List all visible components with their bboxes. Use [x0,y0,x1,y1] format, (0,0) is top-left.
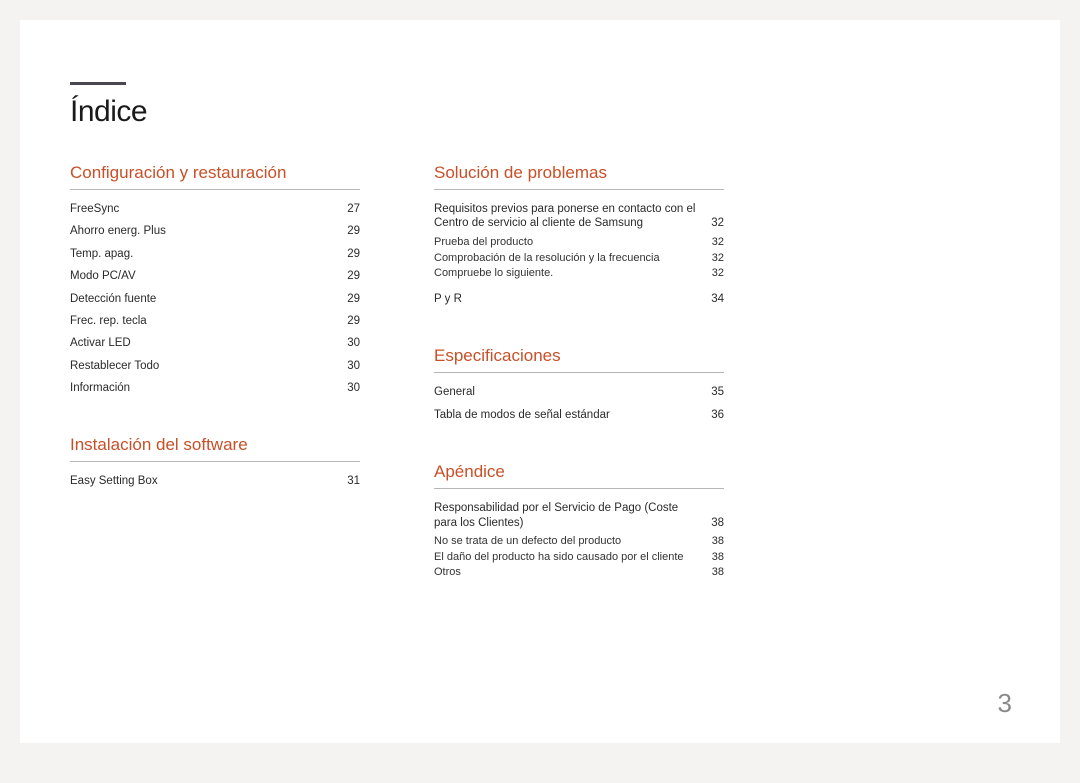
entry-page: 38 [712,566,724,580]
toc-sub-entries: No se trata de un defecto del producto38… [434,534,724,581]
entry-label: Prueba del producto [434,236,712,250]
entry-page: 30 [347,336,360,350]
section-especificaciones: Especificaciones General35 Tabla de modo… [434,346,724,426]
toc-columns: Configuración y restauración FreeSync27 … [70,163,1010,617]
entry-label: Responsabilidad por el Servicio de Pago … [434,501,711,530]
entry-label: Tabla de modos de señal estándar [434,408,711,422]
entry-page: 29 [347,269,360,283]
entry-label: No se trata de un defecto del producto [434,535,712,549]
entry-page: 36 [711,408,724,422]
toc-entry[interactable]: Requisitos previos para ponerse en conta… [434,198,724,235]
entry-page: 27 [347,202,360,216]
entry-page: 30 [347,381,360,395]
toc-column-1: Configuración y restauración FreeSync27 … [70,163,360,617]
entry-page: 32 [712,267,724,281]
entry-label: Información [70,381,347,395]
toc-entry[interactable]: Easy Setting Box31 [70,470,360,492]
toc-sub-entry[interactable]: No se trata de un defecto del producto38 [434,534,724,550]
toc-sub-entry[interactable]: Prueba del producto32 [434,235,724,251]
entry-label: El daño del producto ha sido causado por… [434,551,712,565]
entry-label: Detección fuente [70,292,347,306]
toc-sub-entries: Prueba del producto32 Comprobación de la… [434,235,724,282]
entry-page: 31 [347,474,360,488]
entry-label: Modo PC/AV [70,269,347,283]
entry-page: 29 [347,224,360,238]
entry-page: 34 [711,292,724,306]
toc-entry[interactable]: Activar LED30 [70,332,360,354]
toc-sub-entry[interactable]: El daño del producto ha sido causado por… [434,550,724,566]
section-heading: Configuración y restauración [70,163,360,190]
section-instalacion: Instalación del software Easy Setting Bo… [70,435,360,492]
entry-label: Frec. rep. tecla [70,314,347,328]
section-heading: Solución de problemas [434,163,724,190]
toc-entry[interactable]: Información30 [70,377,360,399]
entry-label: Compruebe lo siguiente. [434,267,712,281]
toc-entry[interactable]: Responsabilidad por el Servicio de Pago … [434,497,724,534]
entry-page: 32 [712,252,724,266]
entry-label: Comprobación de la resolución y la frecu… [434,252,712,266]
toc-sub-entry[interactable]: Comprobación de la resolución y la frecu… [434,251,724,267]
page-title: Índice [70,95,1010,129]
toc-entry[interactable]: FreeSync27 [70,198,360,220]
entry-label: Temp. apag. [70,247,347,261]
entry-label: Requisitos previos para ponerse en conta… [434,202,711,231]
entry-label: Activar LED [70,336,347,350]
toc-entry[interactable]: Restablecer Todo30 [70,355,360,377]
section-configuracion: Configuración y restauración FreeSync27 … [70,163,360,399]
toc-sub-entry[interactable]: Compruebe lo siguiente.32 [434,266,724,282]
entry-page: 29 [347,292,360,306]
entry-page: 32 [712,236,724,250]
toc-entry[interactable]: Modo PC/AV29 [70,265,360,287]
entry-page: 38 [712,551,724,565]
section-heading: Apéndice [434,462,724,489]
section-solucion: Solución de problemas Requisitos previos… [434,163,724,310]
entry-label: General [434,385,711,399]
toc-entry[interactable]: P y R34 [434,288,724,310]
toc-entry[interactable]: Temp. apag.29 [70,243,360,265]
entry-label: P y R [434,292,711,306]
toc-entry[interactable]: Tabla de modos de señal estándar36 [434,404,724,426]
toc-sub-entry[interactable]: Otros38 [434,565,724,581]
entry-label: Ahorro energ. Plus [70,224,347,238]
entry-page: 35 [711,385,724,399]
document-page: Índice Configuración y restauración Free… [20,20,1060,743]
toc-column-2: Solución de problemas Requisitos previos… [434,163,724,617]
section-heading: Instalación del software [70,435,360,462]
entry-label: Easy Setting Box [70,474,347,488]
page-number: 3 [998,688,1012,719]
entry-page: 38 [711,516,724,530]
entry-label: FreeSync [70,202,347,216]
entry-page: 29 [347,314,360,328]
entry-page: 30 [347,359,360,373]
section-heading: Especificaciones [434,346,724,373]
title-rule [70,82,126,85]
toc-entry[interactable]: Ahorro energ. Plus29 [70,220,360,242]
entry-page: 29 [347,247,360,261]
section-apendice: Apéndice Responsabilidad por el Servicio… [434,462,724,581]
entry-label: Restablecer Todo [70,359,347,373]
toc-entry[interactable]: Frec. rep. tecla29 [70,310,360,332]
toc-entry[interactable]: Detección fuente29 [70,288,360,310]
toc-entry[interactable]: General35 [434,381,724,403]
entry-page: 38 [712,535,724,549]
entry-label: Otros [434,566,712,580]
entry-page: 32 [711,216,724,230]
